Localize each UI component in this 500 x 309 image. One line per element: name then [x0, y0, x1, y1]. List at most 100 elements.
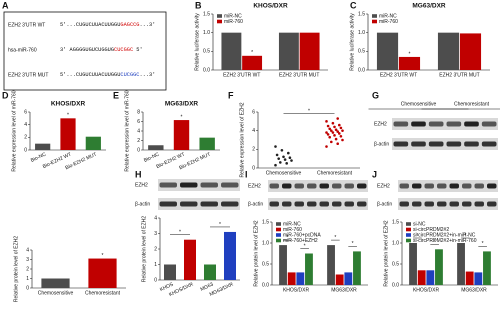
y-tick-label: 2 [24, 135, 27, 141]
sequence: 5'...CUGUCUUACUUGGUGAGCCG...3' [60, 22, 155, 28]
bar [148, 145, 164, 150]
bar [173, 120, 190, 150]
point [287, 151, 290, 155]
x-tick-label: Chemoresistant [317, 170, 353, 176]
y-tick-label: 3 [26, 257, 29, 263]
y-tick-label: 0.0 [203, 67, 210, 73]
blot-band [344, 183, 354, 189]
legend-swatch [372, 14, 377, 18]
legend-swatch [406, 222, 411, 226]
blot-row-label: EZH2 [135, 182, 148, 188]
blot-band [412, 201, 422, 207]
bar [457, 243, 465, 285]
point [325, 131, 328, 134]
blot-band [159, 182, 177, 188]
significance: * [304, 243, 306, 249]
bar [85, 136, 101, 150]
point [331, 121, 335, 125]
sequence-part: 3' AGGGGUGUCUGGUG [60, 47, 114, 53]
panel-label: B [195, 0, 202, 10]
y-axis-label: Relative protein level of EZH2 [13, 236, 19, 302]
bar [221, 32, 242, 70]
point [330, 129, 333, 132]
legend-label: si-circPRDM2#2 [413, 227, 449, 233]
y-tick-label: 1.0 [358, 30, 365, 36]
sequence-box [3, 11, 167, 91]
bar [417, 270, 426, 285]
bar [305, 253, 313, 285]
panel-label: J [372, 169, 377, 179]
legend-swatch [276, 233, 281, 237]
blot-band [282, 183, 292, 189]
y-tick-label: 1 [154, 262, 157, 268]
legend-label: miR-760 [283, 227, 302, 233]
point [290, 159, 293, 162]
blot-band [428, 141, 444, 147]
sequence-part: CUCGGC [114, 47, 133, 53]
blot-row-label: EZH2 [374, 121, 387, 127]
y-tick-label: 0 [24, 147, 27, 153]
y-tick-label: 2 [154, 246, 157, 252]
blot-band [221, 182, 239, 188]
y-tick-label: 1.5 [392, 219, 399, 225]
point [331, 131, 335, 134]
y-axis-label: Relative protein level of EZH2 [141, 216, 147, 282]
point [283, 158, 287, 161]
blot-band [481, 141, 497, 147]
significance: * [251, 50, 253, 56]
point [277, 157, 281, 160]
sequence: 3' AGGGGUGUCUGGUGCUCGGC 5' [60, 47, 143, 53]
bar [204, 264, 216, 280]
bar [299, 32, 320, 70]
y-axis-label: Relative expression level of miR-760 [11, 90, 17, 171]
point [274, 145, 277, 148]
y-tick-label: 1.5 [358, 11, 365, 17]
legend-label: miR-760+EZH2 [283, 238, 318, 244]
point [282, 155, 285, 159]
legend-label: si-circPRDM2#2+in-miR-NC [413, 232, 476, 238]
point [325, 120, 328, 123]
bar [60, 118, 76, 150]
y-tick-label: 6 [24, 109, 27, 115]
legend-swatch [217, 19, 222, 24]
x-tick-label: Chemosensitive [38, 290, 74, 296]
blot-band [319, 201, 329, 207]
panel-label: G [372, 90, 379, 100]
blot-band [332, 201, 342, 207]
blot-group-label: Chemoresistant [454, 101, 490, 107]
bar [88, 258, 117, 288]
blot-band [357, 183, 367, 189]
legend-swatch [217, 14, 222, 18]
blot-background [392, 118, 498, 130]
blot-band [424, 183, 434, 189]
y-axis-label: Relative luciferase activity [194, 13, 200, 71]
x-tick-label: Chemosensitive [266, 170, 302, 176]
y-tick-label: 2 [137, 138, 140, 144]
chart-title: MG63/DXR [165, 101, 199, 108]
blot-band [180, 182, 198, 188]
blot-background [268, 180, 368, 192]
blot-band [474, 183, 484, 189]
significance: * [308, 108, 310, 114]
bar [287, 272, 296, 285]
x-tick-label: MG63 [200, 281, 215, 292]
blot-row-label: β-actin [377, 201, 392, 207]
significance: * [286, 235, 288, 241]
point [279, 161, 282, 164]
legend-label: miR-760 [379, 19, 398, 25]
sequence-part: CUCGGC [120, 72, 139, 78]
blot-band [481, 121, 497, 127]
y-tick-label: 0.5 [358, 49, 365, 55]
blot-band [411, 141, 426, 147]
significance: * [434, 239, 436, 245]
blot-band [344, 201, 354, 207]
x-tick-label: KHOS [159, 281, 175, 293]
blot-band [437, 201, 447, 207]
blot-row-label: EZH2 [377, 183, 390, 189]
y-tick-label: 1.5 [203, 11, 210, 17]
point [341, 138, 344, 142]
panel-label: E [113, 90, 119, 100]
legend-swatch [276, 227, 281, 232]
panel-label: F [228, 90, 234, 100]
bar [41, 278, 70, 288]
